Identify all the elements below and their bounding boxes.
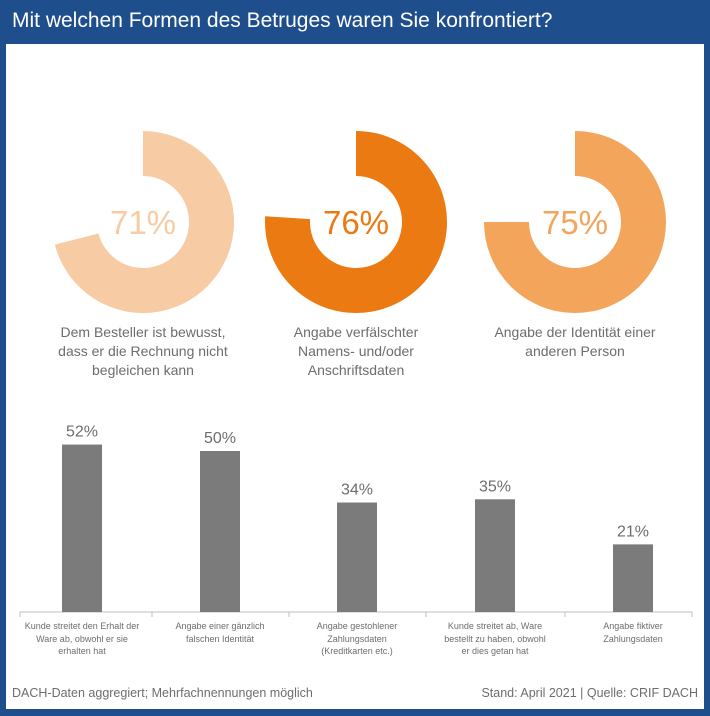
bar-label-4-line: er dies getan hat bbox=[461, 646, 529, 656]
donut-value-2: 76% bbox=[323, 204, 389, 241]
bar-label-4-line: Kunde streitet ab, Ware bbox=[447, 621, 543, 631]
bar-label-3-line: (Kreditkarten etc.) bbox=[321, 646, 393, 656]
donut-segment-2 bbox=[265, 131, 447, 313]
bar-label-1-line: Ware ab, obwohl er sie bbox=[36, 633, 128, 644]
bar-1 bbox=[62, 444, 102, 612]
bar-label-3-line: Angabe gestohlener bbox=[316, 621, 398, 631]
donut-segment-3 bbox=[484, 131, 666, 313]
bar-value-2: 50% bbox=[204, 430, 236, 447]
bar-label-4: Kunde streitet ab, Ware bestellt zu haben… bbox=[430, 620, 560, 658]
donut-label-2: Angabe verfälschter Namens- und/oder Ansch… bbox=[256, 323, 456, 380]
bar-value-3: 34% bbox=[341, 482, 373, 499]
bar-label-4-line: bestellt zu haben, obwohl bbox=[444, 633, 546, 644]
bar-5 bbox=[613, 544, 653, 612]
donut-label-1-line: dass er die Rechnung nicht bbox=[58, 343, 228, 359]
chart-title: Mit welchen Formen des Betruges waren Si… bbox=[12, 9, 553, 32]
bar-label-3: Angabe gestohlener Zahlungsdaten (Kreditka… bbox=[292, 620, 422, 658]
donut-label-1-line: Dem Besteller ist bewusst, bbox=[60, 324, 226, 340]
donut-value-3: 75% bbox=[542, 204, 608, 241]
donut-label-1: Dem Besteller ist bewusst, dass er die Re… bbox=[43, 323, 243, 380]
donut-label-2-line: Anschriftsdaten bbox=[307, 362, 405, 378]
bar-label-1: Kunde streitet den Erhalt der Ware ab, ob… bbox=[17, 620, 147, 658]
donut-label-2-line: Namens- und/oder bbox=[298, 343, 414, 359]
footer-note: DACH-Daten aggregiert; Mehrfachnennungen… bbox=[12, 686, 313, 700]
bar-value-4: 35% bbox=[479, 478, 511, 495]
bar-label-1-line: Kunde streitet den Erhalt der bbox=[24, 621, 140, 631]
donut-value-1: 71% bbox=[110, 204, 176, 241]
bar-2 bbox=[200, 451, 240, 612]
bar-label-5: Angabe fiktiver Zahlungsdaten bbox=[568, 620, 698, 645]
donut-segment-1 bbox=[54, 131, 234, 313]
header-bar: Mit welchen Formen des Betruges waren Si… bbox=[0, 0, 710, 44]
donut-label-3-line: anderen Person bbox=[525, 343, 625, 359]
bar-label-2: Angabe einer gänzlich falschen Identität bbox=[155, 620, 285, 645]
bar-label-3-line: Zahlungsdaten bbox=[327, 633, 387, 644]
donut-label-1-line: begleichen kann bbox=[92, 362, 194, 378]
donut-label-2-line: Angabe verfälschter bbox=[293, 324, 419, 340]
bar-value-5: 21% bbox=[617, 523, 649, 540]
bar-label-1-line: erhalten hat bbox=[58, 646, 106, 656]
footer-source: Stand: April 2021 | Quelle: CRIF DACH bbox=[481, 686, 698, 700]
bar-4 bbox=[475, 499, 515, 612]
bar-label-5-line: Angabe fiktiver bbox=[603, 621, 663, 631]
bar-label-2-line: falschen Identität bbox=[185, 633, 255, 644]
bar-label-2-line: Angabe einer gänzlich bbox=[175, 621, 265, 631]
donut-label-3-line: Angabe der Identität einer bbox=[494, 324, 656, 340]
bar-3 bbox=[337, 502, 377, 612]
bar-value-1: 52% bbox=[66, 424, 98, 441]
donut-label-3: Angabe der Identität einer anderen Person bbox=[475, 323, 675, 361]
bar-label-5-line: Zahlungsdaten bbox=[603, 633, 663, 644]
